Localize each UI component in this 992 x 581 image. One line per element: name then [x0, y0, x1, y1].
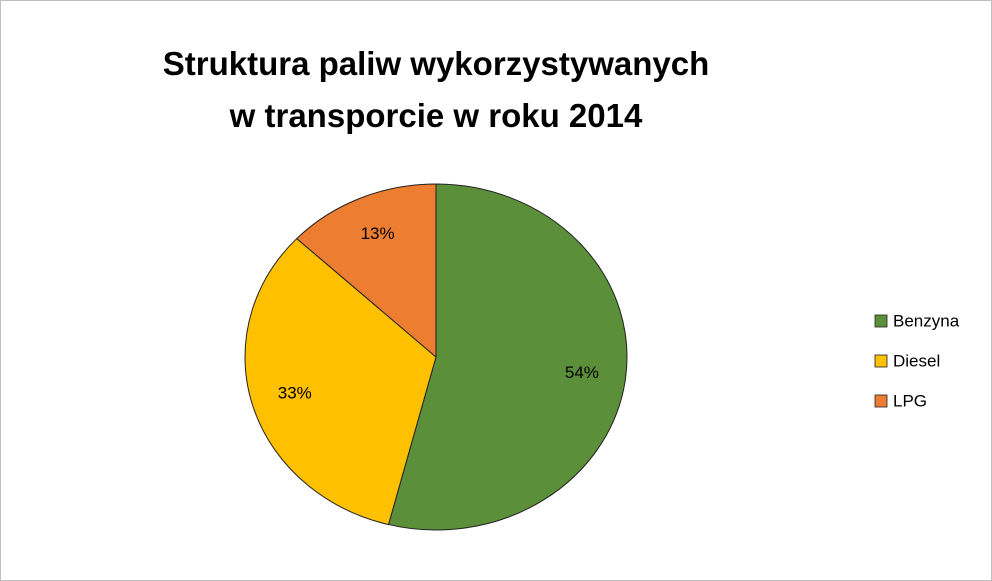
legend-swatch: [874, 354, 888, 368]
pie-slice: [244, 237, 437, 526]
legend-label: Benzyna: [893, 311, 960, 330]
data-label: 13%: [361, 224, 395, 243]
legend-swatch: [874, 314, 888, 328]
chart-title: Struktura paliw wykorzystywanych w trans…: [162, 45, 710, 134]
pie-slice: [296, 183, 437, 359]
legend-swatch: [874, 394, 888, 408]
legend-label: Diesel: [893, 351, 940, 370]
legend-label: LPG: [893, 391, 927, 410]
pie-slice: [387, 183, 628, 531]
data-label: 54%: [565, 363, 599, 382]
data-label: 33%: [278, 384, 312, 403]
